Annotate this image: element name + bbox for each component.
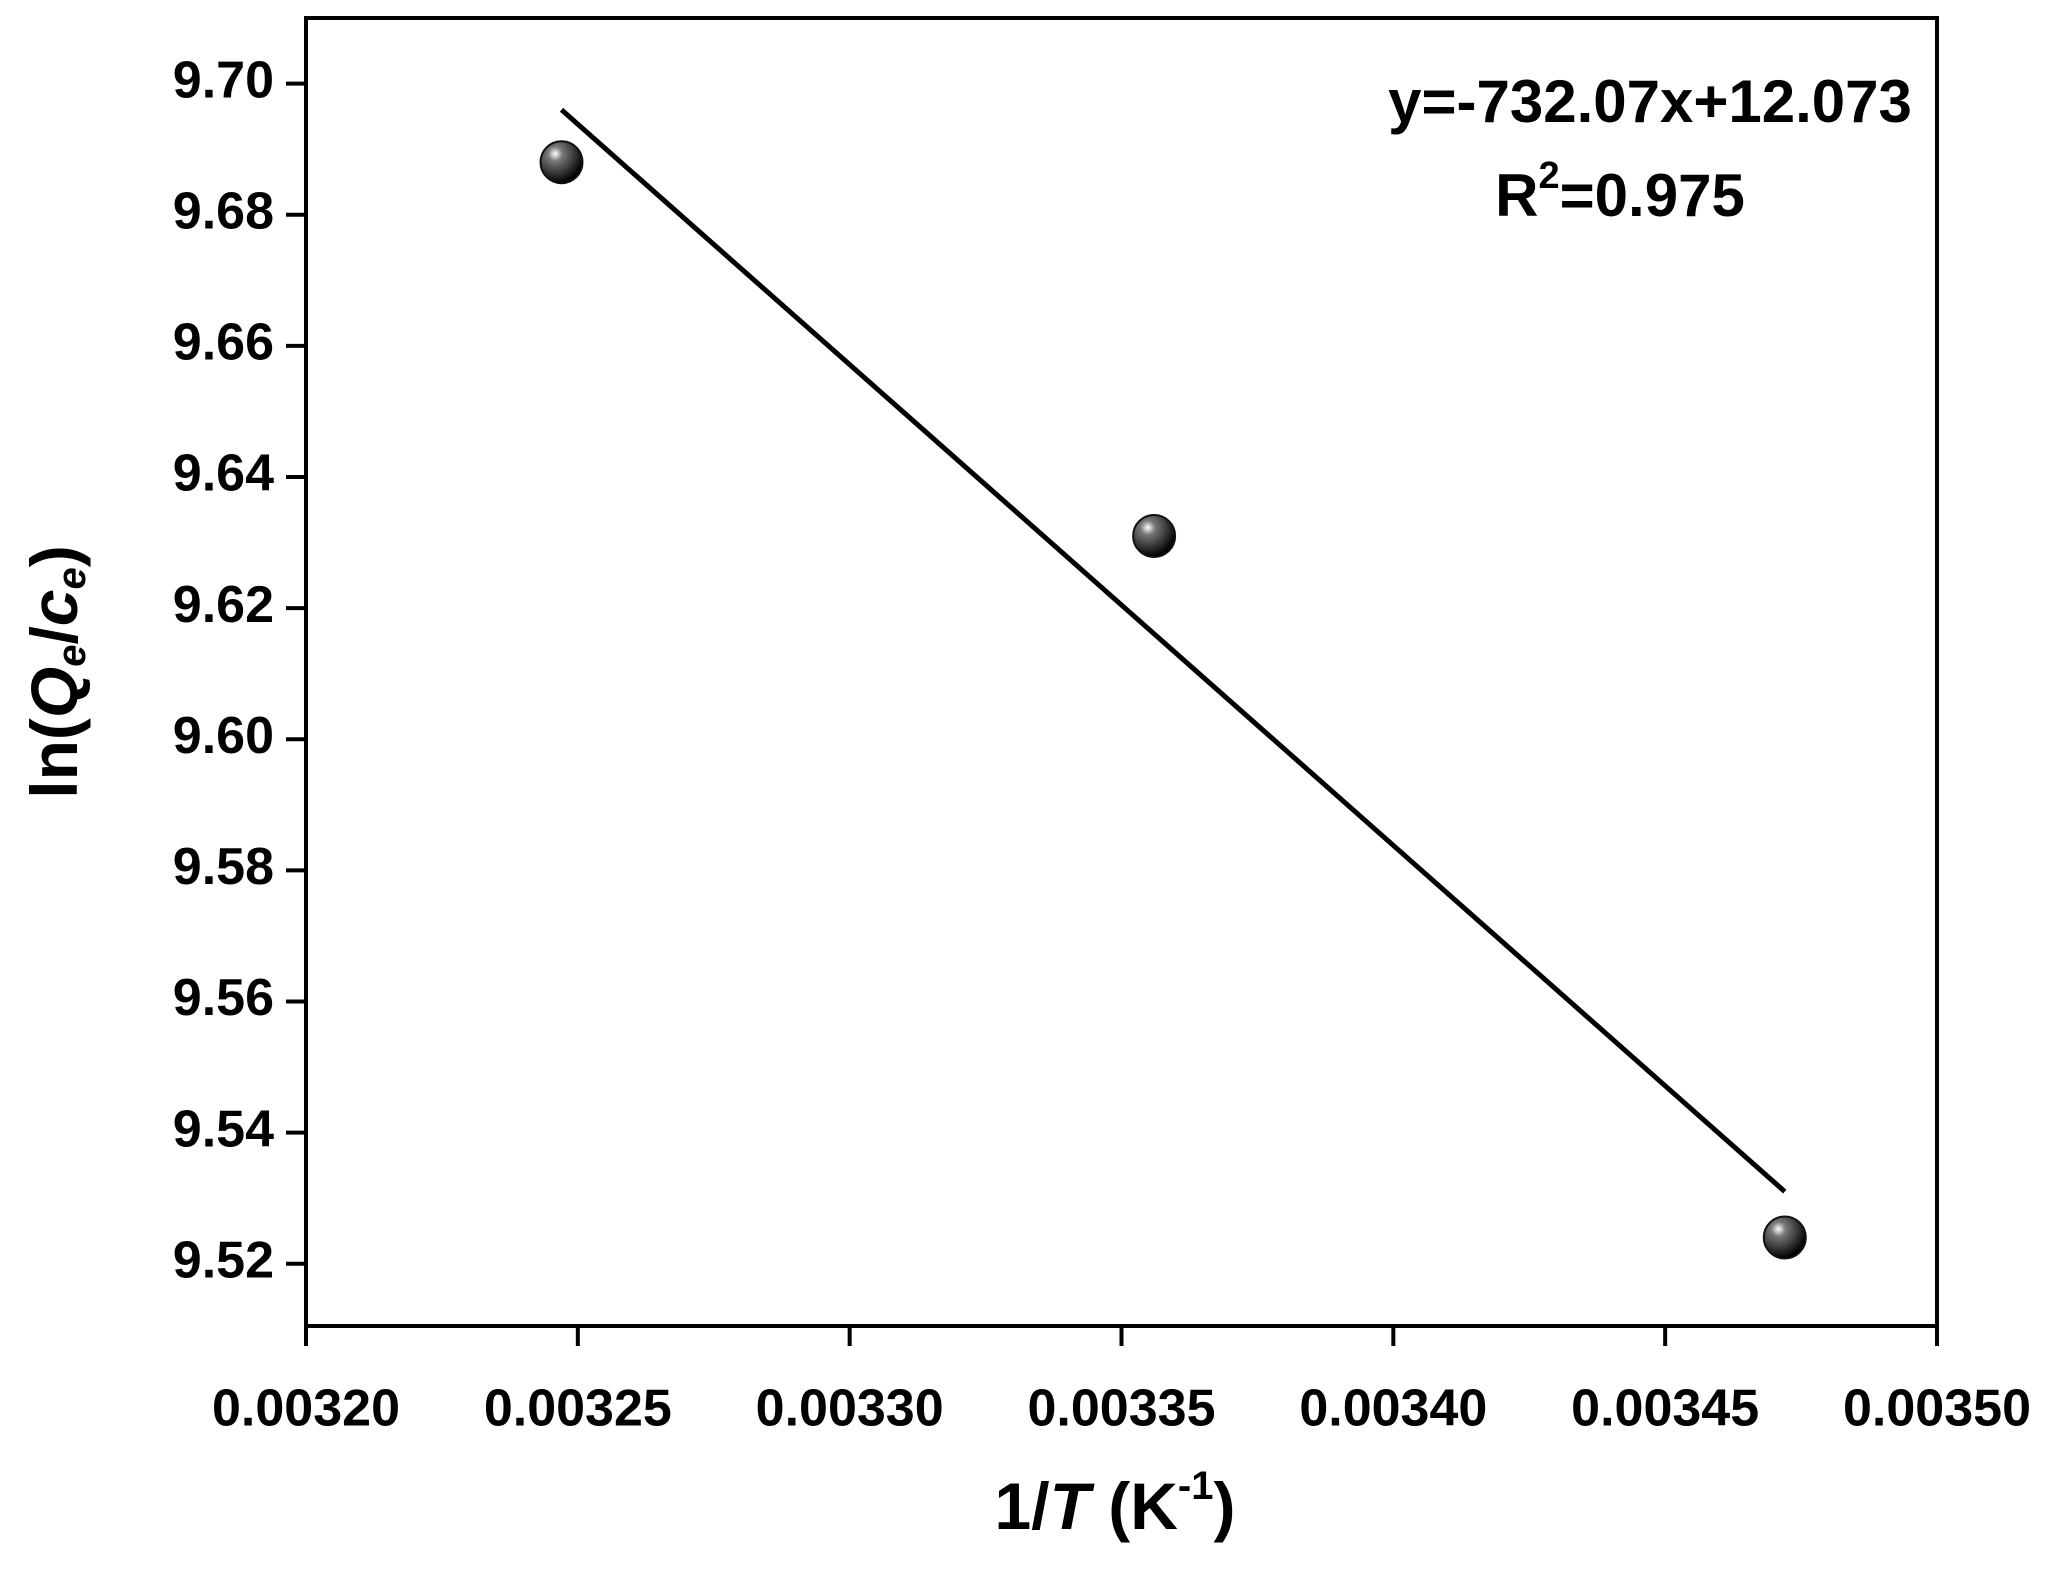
point bbox=[1132, 513, 1177, 558]
point bbox=[539, 140, 584, 185]
x-tick-label: 0.00330 bbox=[756, 1380, 944, 1438]
y-title-part: c bbox=[17, 589, 91, 626]
x-tick-label: 0.00320 bbox=[212, 1380, 400, 1438]
x-title-part: -1 bbox=[1178, 1464, 1214, 1508]
fit-line bbox=[559, 107, 1787, 1194]
plot-frame bbox=[304, 16, 1939, 1328]
fit-r2: R2=0.975 bbox=[1495, 155, 1745, 229]
y-axis-title: ln(Qe/ce) bbox=[17, 545, 93, 799]
r2-part: R bbox=[1495, 162, 1538, 229]
x-axis-title: 1/T (K-1) bbox=[995, 1464, 1236, 1544]
y-tick-label: 9.56 bbox=[173, 969, 274, 1027]
x-tick-label: 0.00335 bbox=[1028, 1380, 1216, 1438]
y-tick-label: 9.64 bbox=[173, 445, 274, 503]
x-tick-label: 0.00350 bbox=[1843, 1380, 2031, 1438]
y-tick-label: 9.70 bbox=[173, 51, 274, 109]
r2-part: 2 bbox=[1539, 155, 1560, 197]
x-title-part: ) bbox=[1213, 1469, 1235, 1543]
x-title-part: (K bbox=[1090, 1469, 1178, 1543]
y-tick-label: 9.60 bbox=[173, 707, 274, 765]
x-tick-label: 0.00325 bbox=[484, 1380, 672, 1438]
y-title-part: e bbox=[50, 567, 94, 589]
y-title-part: ln( bbox=[17, 718, 91, 799]
x-tick-label: 0.00340 bbox=[1299, 1380, 1487, 1438]
y-title-part: Q bbox=[17, 667, 91, 718]
x-tick-label: 0.00345 bbox=[1571, 1380, 1759, 1438]
y-tick-label: 9.62 bbox=[173, 576, 274, 634]
y-title-part: / bbox=[17, 626, 91, 644]
x-title-part: 1/ bbox=[995, 1469, 1050, 1543]
y-title-part: ) bbox=[17, 545, 91, 567]
fit-equation: y=-732.07x+12.073 bbox=[1388, 68, 1912, 135]
r2-part: =0.975 bbox=[1560, 162, 1745, 229]
y-title-part: e bbox=[50, 645, 94, 667]
y-tick-label: 9.54 bbox=[173, 1100, 274, 1158]
y-tick-label: 9.68 bbox=[173, 182, 274, 240]
y-tick-label: 9.58 bbox=[173, 838, 274, 896]
x-title-part: T bbox=[1050, 1469, 1095, 1543]
y-tick-label: 9.66 bbox=[173, 314, 274, 372]
y-tick-label: 9.52 bbox=[173, 1231, 274, 1289]
point bbox=[1762, 1215, 1807, 1260]
